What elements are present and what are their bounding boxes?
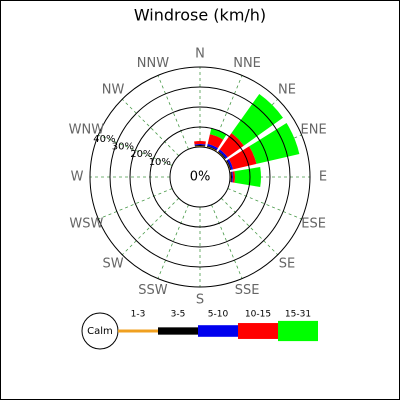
legend-swatch [238,323,278,339]
legend-label: 10-15 [245,310,271,320]
direction-label: NE [278,83,296,98]
wedge [206,145,217,151]
wedge [234,166,261,188]
wedge [207,143,218,150]
direction-label: NNW [137,56,169,71]
wedge [227,159,234,170]
wedge [231,94,283,146]
direction-label: WSW [69,217,103,232]
wedge [230,171,232,183]
radial-grid [98,134,173,166]
direction-label: WNW [69,122,105,137]
wedge [232,171,236,183]
chart-title: Windrose (km/h) [134,6,266,25]
wedge [194,144,206,146]
wedge [209,128,227,140]
ring-label: 30% [112,142,134,153]
wedge [228,146,257,170]
radial-grid [227,188,302,220]
ring [89,66,311,288]
wedge [207,134,224,149]
direction-label: NW [102,83,125,98]
direction-label: S [196,293,204,308]
radial-grid [121,98,180,157]
legend-swatch [118,329,158,333]
direction-label: E [319,170,327,185]
direction-label: ENE [301,122,327,137]
direction-label: SSW [138,283,168,298]
wedge [194,141,206,145]
legend-label: 15-31 [285,310,311,320]
direction-label: W [71,170,84,185]
calm-value: 0% [190,170,211,185]
radial-grid [211,204,243,279]
radial-grid [98,188,173,220]
direction-label: N [195,47,205,62]
ring [129,106,271,248]
ring-label: 20% [130,149,152,160]
direction-label: SW [102,256,123,271]
ring-label: 10% [149,157,171,168]
wedge [219,133,244,158]
radial-grid [157,75,189,150]
legend-swatch [278,320,318,342]
wedge [226,160,232,171]
radial-grid [121,197,180,256]
radial-grid [157,204,189,279]
ring [149,126,251,228]
legend-label: 1-3 [131,310,146,320]
ring [109,86,291,268]
calm-circle [169,146,231,208]
legend-calm-label: Calm [87,326,113,337]
wedge [231,171,233,183]
radial-grid [220,197,279,256]
direction-label: NNE [233,56,261,71]
legend-swatch [158,327,198,335]
wedge [194,145,206,147]
legend-label: 5-10 [208,310,229,320]
direction-label: SE [279,256,295,271]
ring-label: 40% [93,134,115,145]
direction-label: ESE [301,217,326,232]
wedge [218,149,228,159]
legend-swatch [198,325,238,337]
legend-label: 3-5 [171,310,186,320]
wedge [218,150,227,159]
direction-label: SSE [235,283,260,298]
